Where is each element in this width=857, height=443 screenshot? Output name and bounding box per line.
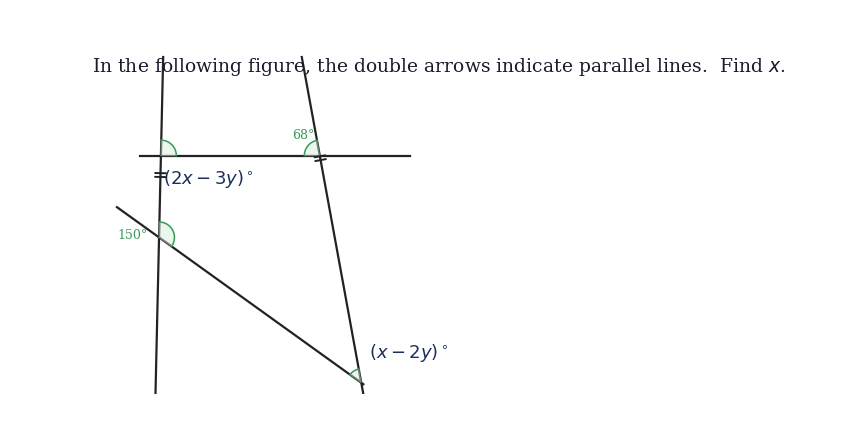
Text: 150°: 150°	[117, 229, 147, 241]
Text: $(2x - 3y)^\circ$: $(2x - 3y)^\circ$	[163, 167, 254, 190]
Polygon shape	[161, 140, 177, 155]
Text: $(x - 2y)^\circ$: $(x - 2y)^\circ$	[369, 342, 449, 365]
Text: 68°: 68°	[291, 129, 314, 142]
Text: In the following figure, the double arrows indicate parallel lines.  Find $x$.: In the following figure, the double arro…	[92, 56, 786, 78]
Polygon shape	[304, 140, 320, 155]
Polygon shape	[159, 222, 175, 246]
Polygon shape	[350, 369, 362, 383]
